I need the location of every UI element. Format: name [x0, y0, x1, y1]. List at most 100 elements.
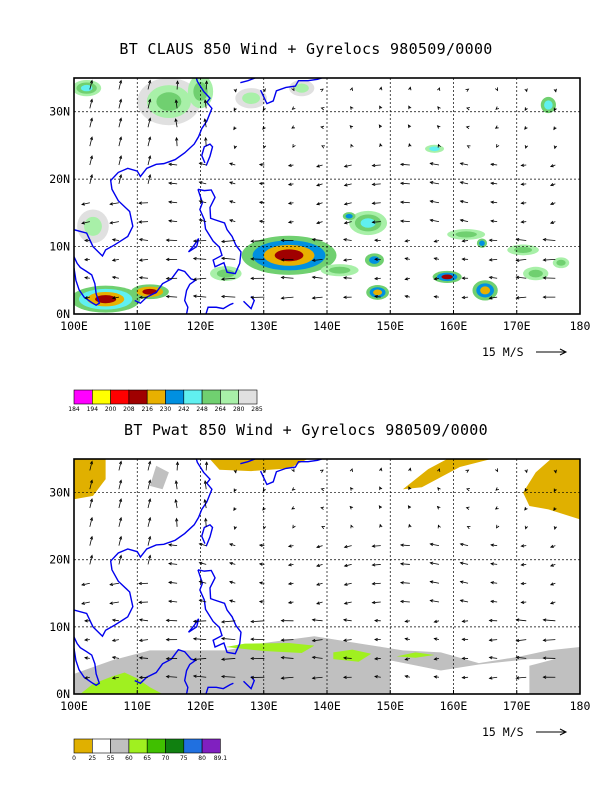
wind-vector — [138, 238, 149, 242]
wind-vector — [111, 638, 119, 642]
wind-vector — [258, 600, 265, 604]
cloud-top-shade — [345, 213, 353, 219]
wind-vector — [111, 676, 119, 680]
wind-vector — [461, 619, 469, 623]
wind-vector — [287, 600, 294, 605]
wind-vector — [465, 125, 470, 130]
wind-vector — [378, 505, 383, 509]
wind-vector — [220, 637, 236, 641]
wind-vector — [280, 619, 294, 623]
colorbar-swatch — [110, 389, 130, 405]
wind-vector — [321, 526, 326, 530]
wind-vector — [399, 543, 410, 547]
lat-label: 20N — [49, 553, 70, 567]
wind-vector — [520, 163, 527, 167]
wind-vector — [229, 543, 236, 547]
wind-vector — [165, 638, 178, 642]
wind-vector — [437, 106, 441, 110]
wind-vector — [515, 238, 527, 242]
wind-vector — [374, 238, 381, 243]
wind-vector — [350, 524, 354, 529]
wind-vector — [165, 657, 178, 661]
wind-vector — [233, 488, 237, 493]
cloud-top-shade — [480, 286, 491, 295]
wind-vector — [203, 480, 208, 490]
wind-vector — [250, 257, 265, 261]
wind-vector — [138, 618, 149, 622]
wind-vector — [549, 563, 556, 567]
wind-vector — [371, 220, 381, 224]
wind-vector — [553, 526, 557, 530]
wind-vector — [147, 98, 152, 109]
wind-vector — [287, 563, 294, 567]
colorbar-swatch — [165, 738, 185, 754]
wind-vector — [433, 675, 440, 679]
cloud-top-shade — [369, 256, 380, 264]
colorbar-label: 264 — [215, 406, 227, 413]
wind-vector — [168, 200, 178, 204]
coastline — [201, 143, 214, 166]
wind-vector — [549, 601, 556, 605]
wind-vector — [233, 526, 237, 530]
wind-vector — [321, 145, 326, 149]
colorbar-swatch — [73, 389, 93, 405]
wind-vector — [490, 181, 498, 186]
wind-vector — [490, 562, 498, 566]
wind-vector — [495, 106, 500, 110]
wind-vector — [258, 200, 265, 205]
wind-vector — [399, 181, 410, 186]
colorbar-label: 216 — [141, 406, 153, 413]
wind-vector — [515, 296, 527, 300]
wind-vector — [111, 258, 119, 262]
wind-vector — [118, 516, 123, 527]
wind-vector — [524, 107, 528, 112]
wind-vector — [349, 468, 353, 472]
pwat-dry-region — [74, 459, 106, 500]
wind-vector — [89, 155, 94, 166]
wind-vector — [118, 554, 123, 565]
wind-vector — [459, 580, 469, 584]
map-area — [74, 78, 580, 314]
cloud-top-shade — [514, 246, 533, 253]
wind-vector — [490, 543, 498, 547]
coastline — [134, 268, 198, 314]
wind-vector — [459, 199, 469, 204]
wind-vector — [515, 655, 527, 660]
lon-label: 150E — [376, 319, 404, 333]
coastline — [240, 78, 257, 84]
wind-vector — [343, 582, 352, 586]
wind-vector — [220, 674, 236, 679]
wind-vector — [461, 295, 469, 300]
colorbar-swatch — [183, 389, 203, 405]
wind-vector — [229, 181, 236, 185]
wind-vector — [192, 637, 207, 641]
wind-vector — [192, 239, 207, 243]
wind-vector — [147, 155, 152, 166]
wind-vector — [147, 173, 152, 184]
wind-vector — [520, 581, 527, 586]
wind-vector — [542, 638, 556, 642]
wind-vector — [404, 619, 410, 623]
wind-vector — [466, 487, 470, 492]
wind-vector — [89, 498, 94, 509]
wind-vector — [84, 257, 90, 262]
wind-vector — [111, 296, 119, 300]
wind-vector — [250, 619, 265, 624]
lon-label: 120E — [187, 319, 215, 333]
wind-vector — [138, 220, 149, 224]
wind-vector — [233, 507, 237, 512]
lon-label: 140E — [313, 319, 341, 333]
wind-vector — [553, 107, 557, 112]
wind-vector — [111, 618, 119, 622]
wind-vector — [109, 601, 119, 605]
wind-vector — [81, 601, 90, 605]
wind-vector — [515, 638, 527, 643]
wind-vector — [342, 656, 352, 660]
wind-vector — [461, 675, 469, 680]
colorbar: 184 194 200 208 216 230 242 248 264 280 285 — [68, 389, 263, 413]
wind-vector — [374, 657, 381, 661]
lat-label: 30N — [49, 486, 70, 500]
wind-vector — [89, 173, 94, 184]
wind-vector — [147, 79, 152, 90]
cloud-top-shade — [360, 218, 376, 228]
